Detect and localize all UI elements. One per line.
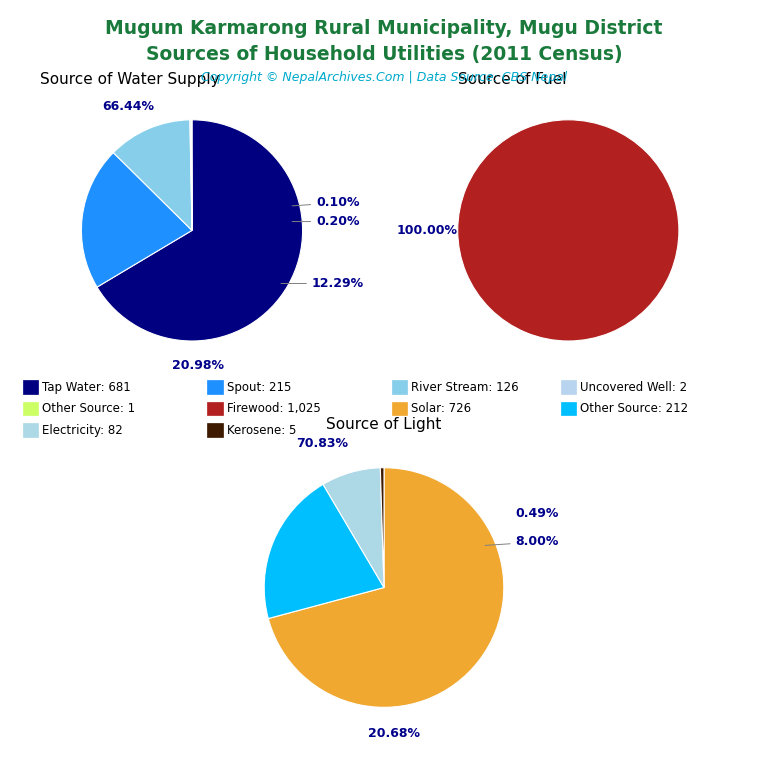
Text: 0.10%: 0.10%: [292, 197, 359, 209]
Text: River Stream: 126: River Stream: 126: [411, 381, 518, 393]
Text: Spout: 215: Spout: 215: [227, 381, 291, 393]
Text: Sources of Household Utilities (2011 Census): Sources of Household Utilities (2011 Cen…: [146, 45, 622, 64]
Text: Other Source: 1: Other Source: 1: [42, 402, 135, 415]
Text: Kerosene: 5: Kerosene: 5: [227, 424, 296, 436]
Text: Source of Fuel: Source of Fuel: [458, 72, 566, 87]
Wedge shape: [114, 120, 192, 230]
Text: 20.68%: 20.68%: [368, 727, 419, 740]
Wedge shape: [323, 468, 384, 588]
Text: 0.20%: 0.20%: [292, 215, 359, 228]
Wedge shape: [380, 468, 384, 588]
Text: Firewood: 1,025: Firewood: 1,025: [227, 402, 320, 415]
Wedge shape: [268, 468, 504, 707]
Text: Mugum Karmarong Rural Municipality, Mugu District: Mugum Karmarong Rural Municipality, Mugu…: [105, 19, 663, 38]
Wedge shape: [97, 120, 303, 341]
Text: 70.83%: 70.83%: [296, 437, 348, 450]
Text: Uncovered Well: 2: Uncovered Well: 2: [580, 381, 687, 393]
Wedge shape: [264, 485, 384, 618]
Text: Tap Water: 681: Tap Water: 681: [42, 381, 131, 393]
Wedge shape: [190, 120, 192, 230]
Text: Electricity: 82: Electricity: 82: [42, 424, 123, 436]
Text: 12.29%: 12.29%: [281, 277, 364, 290]
Text: 66.44%: 66.44%: [102, 100, 154, 113]
Wedge shape: [81, 153, 192, 287]
Text: 100.00%: 100.00%: [396, 224, 457, 237]
Wedge shape: [458, 120, 679, 341]
Text: Source of Water Supply: Source of Water Supply: [40, 72, 220, 87]
Text: 0.49%: 0.49%: [515, 507, 559, 520]
Text: Solar: 726: Solar: 726: [411, 402, 471, 415]
Text: Other Source: 212: Other Source: 212: [580, 402, 688, 415]
Text: Copyright © NepalArchives.Com | Data Source: CBS Nepal: Copyright © NepalArchives.Com | Data Sou…: [201, 71, 567, 84]
Text: 8.00%: 8.00%: [485, 535, 559, 548]
Text: 20.98%: 20.98%: [171, 359, 223, 372]
Title: Source of Light: Source of Light: [326, 418, 442, 432]
